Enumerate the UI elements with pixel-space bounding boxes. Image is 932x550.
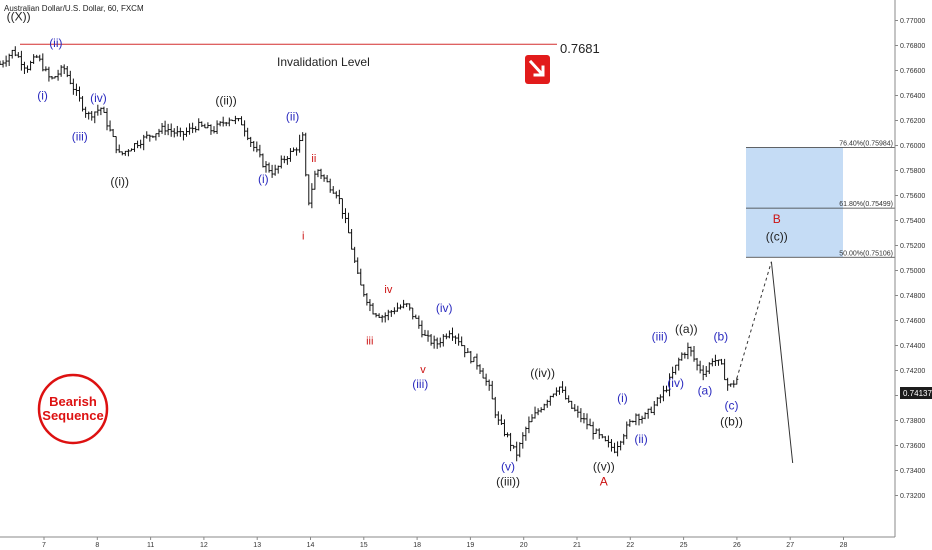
fib-level-label: 61.80%(0.75499) [839,201,893,208]
candlesticks [0,46,739,462]
y-tick-label: 0.76200 [900,118,925,125]
wave-label: (i) [37,88,48,102]
price-axis: 0.77000 0.76800 0.76600 0.76400 0.76200 0.760… [894,0,925,537]
fib-level-label: 76.40%(0.75984) [839,141,893,148]
wave-label: ii [311,153,316,165]
wave-label: iii [366,335,373,347]
y-tick-label: 0.74600 [900,318,925,325]
wave-label: (iv) [90,91,107,105]
current-price-label: 0.74137 [903,389,932,398]
x-tick-label: 11 [147,542,154,549]
y-tick-label: 0.73400 [900,468,925,475]
y-tick-label: 0.75000 [900,268,925,275]
wave-label: (v) [501,460,515,474]
wave-label: iv [384,284,392,296]
wave-label: ((a)) [675,322,698,336]
wave-label: i [302,230,304,242]
wave-label: ((i)) [110,175,129,189]
y-tick-label: 0.74800 [900,293,925,300]
y-tick-label: 0.75600 [900,193,925,200]
wave-label: (iii) [652,330,668,344]
wave-label: ((v)) [593,460,615,474]
x-tick-label: 8 [95,542,99,549]
x-tick-label: 28 [840,542,848,549]
current-price-marker: 0.74137 [900,387,932,399]
y-tick-label: 0.75400 [900,218,925,225]
fib-level-label: 50.00%(0.75106) [839,250,893,257]
x-tick-label: 22 [626,542,634,549]
fibonacci-zone: 76.40%(0.75984) 61.80%(0.75499) 50.00%(0.7… [746,141,895,258]
wave-label: (iii) [72,130,88,144]
x-tick-label: 20 [520,542,528,549]
x-tick-label: 18 [413,542,421,549]
invalidation-label: Invalidation Level [277,55,370,69]
x-tick-label: 25 [680,542,688,549]
wave-label: (ii) [634,432,647,446]
wave-label: (i) [617,391,628,405]
wave-label: ((iii)) [496,475,520,489]
y-tick-label: 0.75200 [900,243,925,250]
wave-label: (c) [725,398,739,412]
wave-label: (iv) [436,301,453,315]
bearish-sequence-badge: Bearish Sequence [37,373,109,445]
projection-up-segment [736,261,772,379]
wave-label: (ii) [49,36,62,50]
y-tick-label: 0.76400 [900,93,925,100]
x-tick-label: 15 [360,542,368,549]
x-tick-label: 7 [42,542,46,549]
y-tick-label: 0.73600 [900,443,925,450]
y-tick-label: 0.77000 [900,18,925,25]
x-tick-label: 19 [467,542,475,549]
x-tick-label: 12 [200,542,208,549]
x-tick-label: 27 [786,542,794,549]
y-tick-label: 0.76800 [900,43,925,50]
y-tick-label: 0.73800 [900,418,925,425]
y-tick-label: 0.74200 [900,368,925,375]
wave-label: ((ii)) [215,93,236,107]
projection-down-segment [770,261,794,464]
down-arrow-icon [525,55,550,84]
wave-label: (i) [258,172,269,186]
x-tick-label: 14 [307,542,315,549]
wave-label: ((X)) [7,10,31,24]
wave-label: (iii) [412,377,428,391]
y-tick-label: 0.73200 [900,493,925,500]
y-tick-label: 0.75800 [900,168,925,175]
invalidation-value: 0.7681 [560,41,600,56]
y-tick-label: 0.76600 [900,68,925,75]
x-tick-label: 21 [573,542,581,549]
x-tick-label: 13 [253,542,261,549]
wave-label: (ii) [286,110,299,124]
wave-label: B [773,212,781,226]
fib-box [746,147,843,258]
wave-label: ((c)) [766,230,788,244]
badge-line2: Sequence [42,408,103,423]
wave-label: ((iv)) [530,366,555,380]
chart-title: Australian Dollar/U.S. Dollar, 60, FXCM [4,4,144,13]
projection-path [736,261,794,464]
x-tick-label: 26 [733,542,741,549]
y-tick-label: 0.76000 [900,143,925,150]
wave-label: ((b)) [720,415,743,429]
wave-label: (b) [714,330,729,344]
wave-label: v [420,364,426,376]
time-axis: 7 8 11 12 13 14 15 18 19 20 21 22 25 26 27 28 [0,536,895,549]
badge-line1: Bearish [49,394,97,409]
wave-label: A [600,475,608,489]
y-tick-label: 0.74400 [900,343,925,350]
wave-labels: ((X)) (ii) (i) (iv) (iii) ((i)) ((ii)) (ii) (i) i… [7,10,788,489]
wave-label: (iv) [667,376,684,390]
wave-label: (a) [698,383,713,397]
